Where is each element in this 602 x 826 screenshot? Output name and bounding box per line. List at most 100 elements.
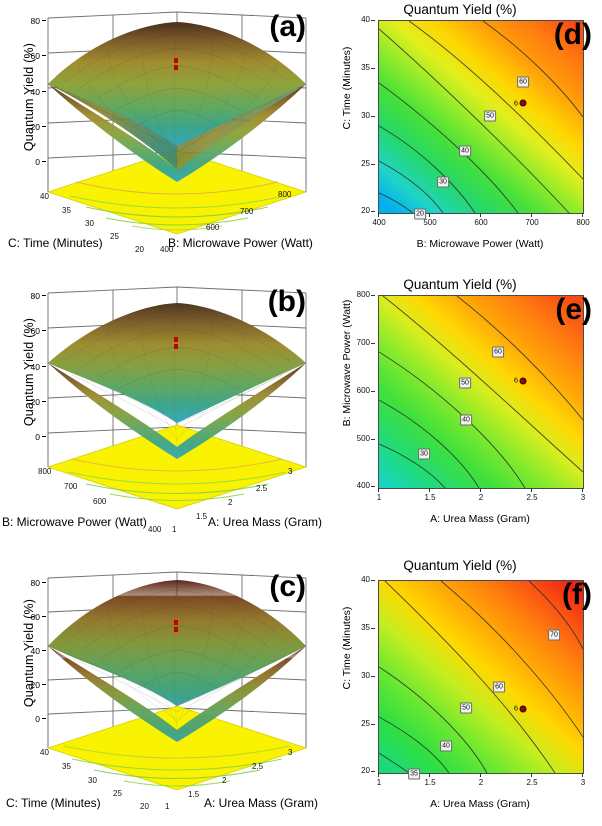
panel-f-design-point — [519, 705, 527, 713]
panel-a-ztick-40: 40 — [20, 87, 46, 97]
panel-d-contour: Quantum Yield (%) (d) 40 35 30 25 20 — [322, 2, 598, 278]
panel-e-title: Quantum Yield (%) — [403, 277, 517, 292]
panel-c-y-axis-name: A: Urea Mass (Gram) — [204, 796, 319, 810]
panel-a-ytick-400: 400 — [160, 245, 174, 254]
panel-b-ztick-20: 20 — [20, 397, 46, 407]
panel-letter-a: (a) — [269, 10, 306, 43]
panel-e-xtick-2: 2 — [466, 488, 496, 502]
panel-e-xtick-3: 3 — [568, 488, 598, 502]
panel-f-xtick-3: 3 — [568, 773, 598, 787]
panel-c-surface3d: (c) Quantum Yield (%) 80 60 40 20 0 — [0, 550, 320, 826]
panel-e-contour-label-60: 60 — [492, 346, 504, 358]
panel-f-y-axis-name: C: Time (Minutes) — [341, 606, 353, 690]
panel-c-ytick-1: 1 — [165, 802, 170, 811]
panel-e-xtick-1: 1 — [364, 488, 394, 502]
panel-d-xtick-700: 700 — [517, 213, 547, 227]
panel-a-xtick-30: 30 — [85, 219, 94, 228]
panel-e-xtick-1.5: 1.5 — [415, 488, 445, 502]
panel-d-xtick-400: 400 — [364, 213, 394, 227]
panel-b-ytick-2: 2 — [228, 498, 233, 507]
panel-b-ztick-60: 60 — [20, 326, 46, 336]
panel-d-xtick-600: 600 — [466, 213, 496, 227]
panel-e-y-axis-name: B: Microwave Power (Watt) — [341, 299, 353, 427]
panel-a-ztick-20: 20 — [20, 122, 46, 132]
panel-f-ytick-20: 20 — [344, 766, 375, 775]
panel-e-contour-label-50: 50 — [459, 377, 471, 389]
panel-a-xtick-40: 40 — [40, 192, 49, 201]
panel-c-ytick-3: 3 — [288, 748, 293, 757]
panel-e-design-point-label: 6 — [513, 375, 518, 385]
panel-d-xtick-500: 500 — [415, 213, 445, 227]
panel-e-plot-area — [378, 295, 584, 489]
panel-letter-e: (e) — [555, 293, 592, 326]
panel-a-surface-cube — [46, 10, 308, 260]
panel-d-ytick-35: 35 — [344, 63, 375, 72]
panel-d-ytick-30: 30 — [344, 111, 375, 120]
panel-c-ztick-60: 60 — [20, 612, 46, 622]
panel-a-xtick-20: 20 — [135, 245, 144, 254]
panel-b-ztick-40: 40 — [20, 362, 46, 372]
panel-f-contour-label-35: 35 — [408, 768, 420, 780]
panel-a-ztick-0: 0 — [20, 157, 46, 167]
panel-f-x-axis-name: A: Urea Mass (Gram) — [430, 798, 530, 810]
panel-c-surface-mesh — [47, 579, 307, 742]
panel-b-ztick-0: 0 — [20, 432, 46, 442]
panel-f-ytick-40: 40 — [344, 575, 375, 584]
panel-d-ytick-25: 25 — [344, 159, 375, 168]
panel-c-xtick-20: 20 — [140, 802, 149, 811]
panel-f-plot-area — [378, 580, 584, 774]
panel-b-ztick-80: 80 — [20, 291, 46, 301]
panel-a-base-plate — [46, 149, 308, 235]
panel-f-xtick-2: 2 — [466, 773, 496, 787]
panel-b-x-axis-name: B: Microwave Power (Watt) — [2, 515, 147, 529]
panel-f-xtick-1: 1 — [364, 773, 394, 787]
panel-b-surface-mesh — [47, 302, 307, 459]
panel-f-xtick-1.5: 1.5 — [415, 773, 445, 787]
panel-b-ytick-3: 3 — [288, 467, 293, 476]
panel-e-contour-label-40: 40 — [460, 414, 472, 426]
panel-e-xtick-2.5: 2.5 — [517, 488, 547, 502]
panel-c-surface-cube — [46, 570, 308, 820]
panel-d-y-axis-name: C: Time (Minutes) — [341, 46, 353, 130]
panel-f-title: Quantum Yield (%) — [403, 558, 517, 573]
panel-b-surface3d: (b) Quantum Yield (%) 80 60 40 20 0 — [0, 277, 323, 553]
panel-b-y-axis-name: A: Urea Mass (Gram) — [208, 515, 323, 529]
panel-e-ytick-500: 500 — [344, 434, 375, 443]
panel-a-ytick-700: 700 — [240, 207, 254, 216]
panel-c-xtick-30: 30 — [88, 776, 97, 785]
panel-b-xtick-700: 700 — [64, 482, 78, 491]
panel-d-contour-label-40: 40 — [459, 145, 471, 157]
panel-a-y-axis-name: B: Microwave Power (Watt) — [168, 236, 313, 250]
panel-c-xtick-35: 35 — [62, 762, 71, 771]
panel-e-ytick-400: 400 — [344, 481, 375, 490]
panel-d-contour-label-60: 60 — [517, 76, 529, 88]
panel-f-contour-label-60: 60 — [493, 681, 505, 693]
panel-c-ztick-0: 0 — [20, 714, 46, 724]
panel-f-ytick-25: 25 — [344, 719, 375, 728]
panel-d-design-point — [519, 99, 527, 107]
panel-c-ztick-20: 20 — [20, 680, 46, 690]
panel-b-xtick-800: 800 — [38, 467, 52, 476]
panel-f-ytick-35: 35 — [344, 623, 375, 632]
panel-f-contour-label-40: 40 — [440, 740, 452, 752]
panel-c-xtick-40: 40 — [40, 748, 49, 757]
panel-e-ytick-800: 800 — [344, 290, 375, 299]
panel-a-ztick-80: 80 — [20, 16, 46, 26]
panel-b-surface-cube — [46, 285, 308, 535]
panel-f-contour-label-50: 50 — [460, 702, 472, 714]
panel-b-xtick-600: 600 — [93, 497, 107, 506]
panel-b-xtick-400: 400 — [148, 525, 162, 534]
panel-letter-b: (b) — [267, 285, 306, 318]
panel-e-design-point — [519, 377, 527, 385]
panel-d-contour-label-50: 50 — [484, 110, 496, 122]
panel-f-contour-label-70: 70 — [548, 629, 560, 641]
panel-b-base-plate — [46, 424, 308, 510]
panel-a-surface-mesh — [47, 21, 307, 182]
panel-e-x-axis-name: A: Urea Mass (Gram) — [430, 513, 530, 525]
panel-d-ytick-40: 40 — [344, 15, 375, 24]
panel-c-ztick-40: 40 — [20, 646, 46, 656]
panel-a-ytick-600: 600 — [206, 223, 220, 232]
panel-a-xtick-25: 25 — [110, 232, 119, 241]
panel-b-ytick-1.5: 1.5 — [196, 512, 208, 521]
